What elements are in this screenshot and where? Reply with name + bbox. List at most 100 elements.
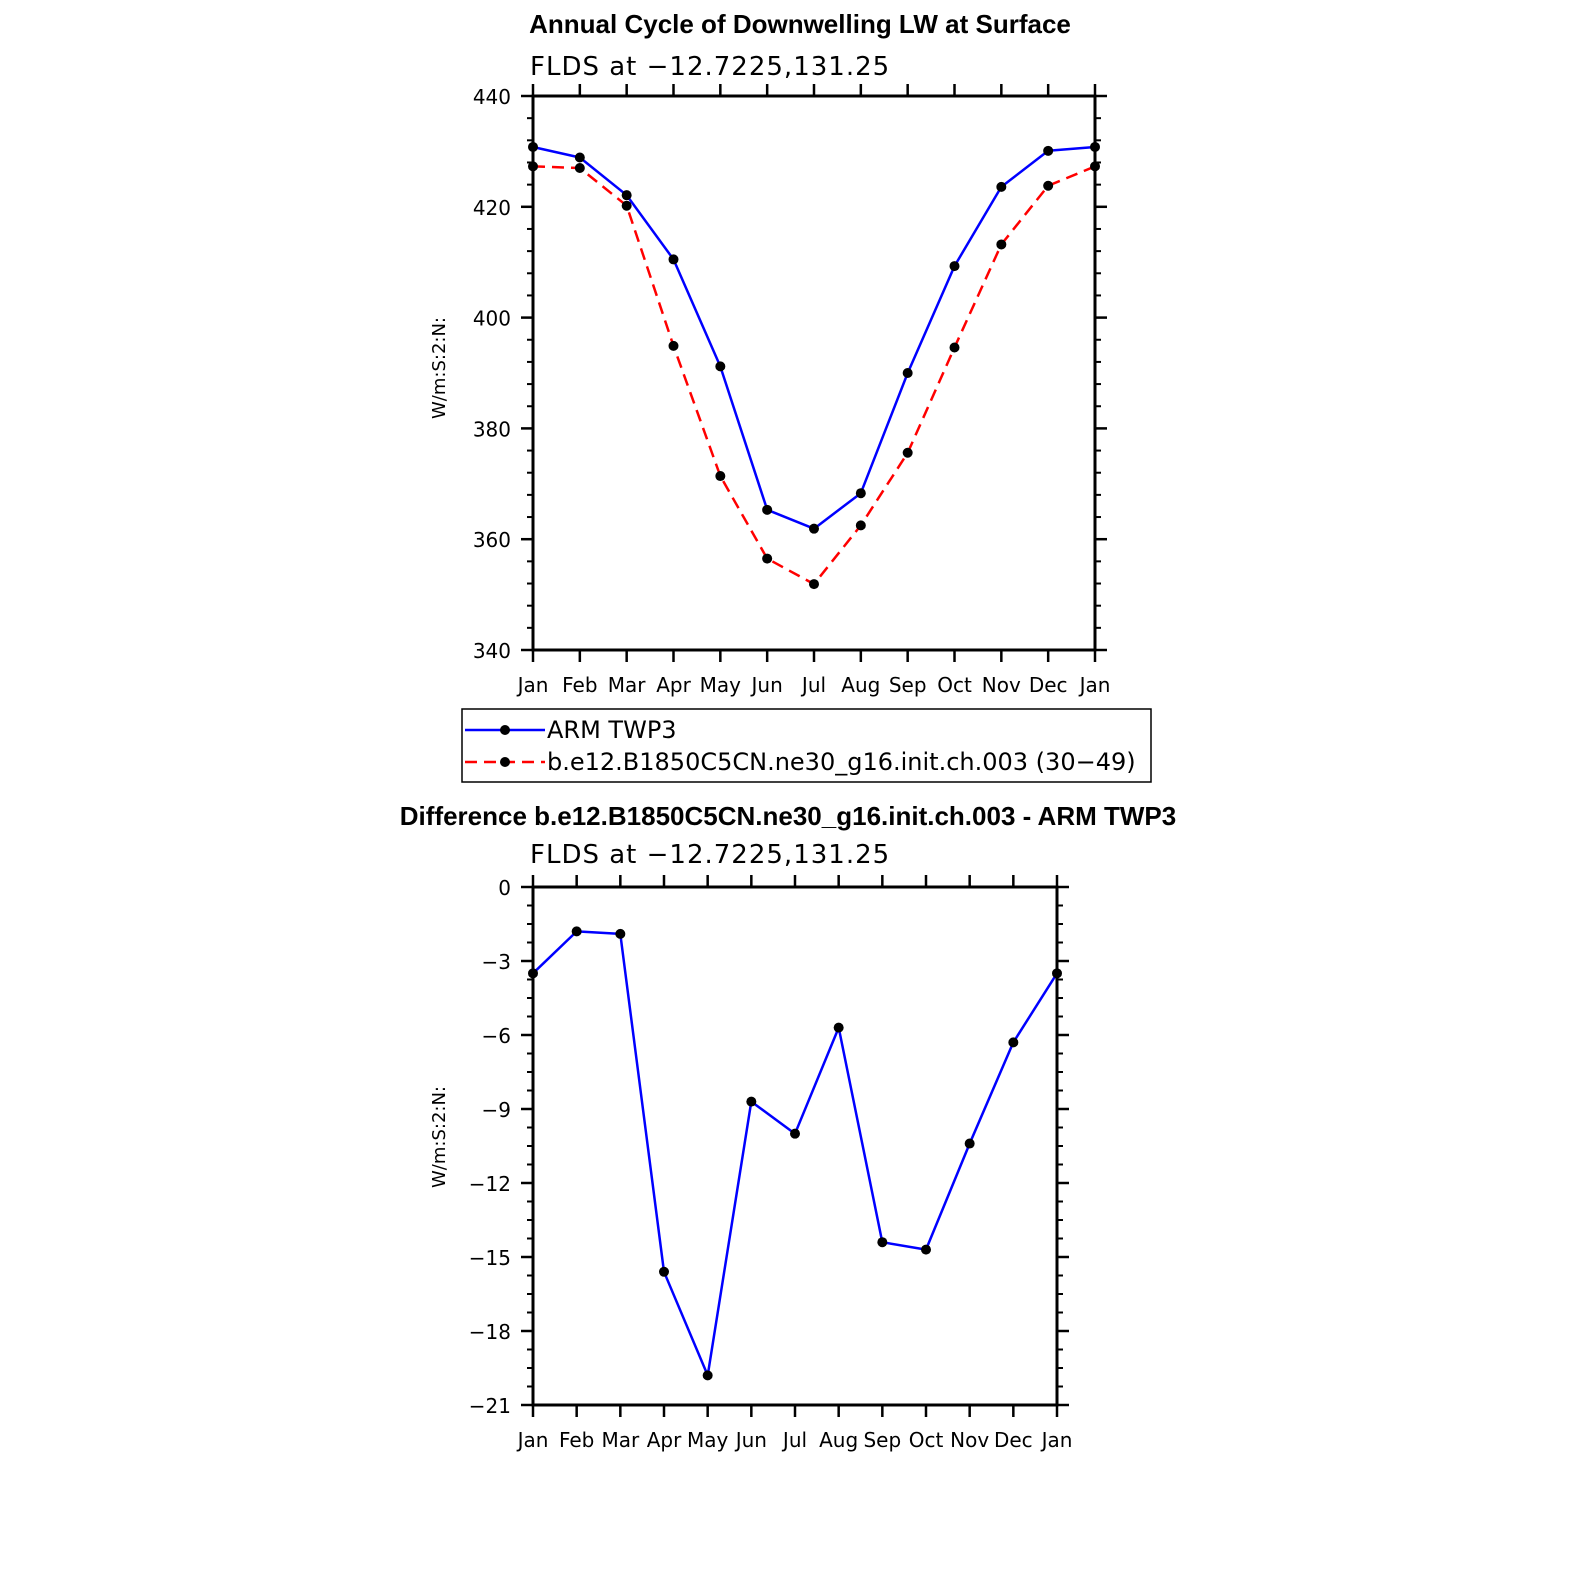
data-point-1 (668, 340, 679, 351)
plot-border (531, 885, 1059, 1407)
y-axis-label: W/m:S:2:N: (429, 1086, 450, 1188)
data-point-0 (921, 1244, 931, 1255)
data-point-0 (659, 1266, 669, 1277)
data-point-0 (1052, 968, 1062, 979)
x-tick-label: Sep (889, 673, 927, 697)
x-tick-label: Aug (841, 673, 880, 697)
data-point-0 (877, 1237, 888, 1248)
x-tick-label: Nov (982, 673, 1021, 697)
x-tick-label: Dec (1029, 673, 1068, 697)
y-tick-label: 360 (473, 528, 511, 552)
y-tick-label: −3 (482, 950, 511, 974)
y-tick-label: −18 (469, 1320, 511, 1344)
legend-label-model: b.e12.B1850C5CN.ne30_g16.init.ch.003 (30… (547, 748, 1136, 776)
series-group (528, 141, 1100, 590)
x-tick-label: Apr (647, 1428, 682, 1452)
y-axis-label: W/m:S:2:N: (429, 317, 450, 419)
data-point-0 (833, 1022, 844, 1033)
x-tick-labels: Jan Feb Mar Apr May Jun Jul Aug Sep Oct Nov Dec Jan (516, 673, 1111, 697)
data-point-1 (996, 239, 1007, 250)
data-point-0 (528, 968, 538, 979)
y-tick-label: 440 (473, 85, 511, 109)
x-tick-label: Feb (559, 1428, 594, 1452)
y-tick-label: −15 (469, 1246, 511, 1270)
y-tick-label: 380 (473, 417, 511, 441)
data-point-0 (809, 523, 819, 534)
data-point-1 (949, 342, 960, 353)
data-point-0 (571, 926, 582, 937)
axis-ticks (521, 84, 1107, 662)
data-point-0 (762, 504, 773, 515)
legend: ARM TWP3 b.e12.B1850C5CN.ne30_g16.init.c… (461, 708, 1152, 783)
plot-frame (531, 885, 1059, 1407)
data-point-0 (996, 181, 1007, 192)
y-tick-label: 340 (473, 639, 511, 663)
data-point-1 (528, 161, 538, 172)
x-tick-label: Dec (994, 1428, 1033, 1452)
x-tick-label: Mar (601, 1428, 640, 1452)
legend-box (461, 708, 1152, 783)
legend-marker-model (500, 757, 510, 767)
data-point-1 (762, 553, 773, 564)
x-tick-label: Jan (516, 673, 549, 697)
data-point-0 (1008, 1037, 1019, 1048)
x-tick-label: Jul (800, 673, 826, 697)
y-tick-label: 0 (498, 876, 511, 900)
data-point-0 (615, 928, 626, 939)
data-point-1 (621, 200, 632, 211)
legend-label-arm-twp3: ARM TWP3 (547, 716, 677, 744)
y-tick-label: 400 (473, 307, 511, 331)
data-point-0 (790, 1128, 800, 1139)
x-tick-label: Nov (950, 1428, 989, 1452)
data-point-0 (949, 261, 960, 272)
x-tick-label: Jun (734, 1428, 767, 1452)
series-group (528, 926, 1062, 1381)
data-point-0 (528, 141, 538, 152)
y-tick-label: −6 (482, 1024, 511, 1048)
x-tick-label: Oct (937, 673, 972, 697)
data-point-1 (1090, 161, 1100, 172)
x-tick-label: Feb (562, 673, 597, 697)
legend-marker-arm-twp3 (500, 725, 510, 735)
data-point-0 (574, 152, 585, 163)
y-tick-label: −12 (469, 1172, 511, 1196)
data-point-1 (809, 579, 819, 590)
chart-title: Annual Cycle of Downwelling LW at Surfac… (529, 9, 1071, 39)
x-tick-label: Jan (1078, 673, 1111, 697)
data-point-0 (746, 1096, 757, 1107)
data-point-1 (1043, 180, 1054, 191)
data-point-0 (902, 368, 913, 378)
data-point-1 (574, 163, 585, 174)
difference-chart: Difference b.e12.B1850C5CN.ne30_g16.init… (400, 801, 1176, 1452)
chart-subtitle: FLDS at −12.7225,131.25 (530, 52, 890, 82)
y-tick-labels: −21 −18 −15 −12 −9 −6 −3 0 (469, 876, 511, 1418)
series-line-0 (532, 145, 1096, 530)
data-point-0 (668, 254, 679, 265)
x-tick-label: Jul (781, 1428, 807, 1452)
x-tick-label: Jan (1040, 1428, 1073, 1452)
data-point-0 (715, 361, 726, 372)
data-point-0 (702, 1370, 713, 1381)
data-point-1 (715, 471, 726, 482)
x-tick-label: Aug (819, 1428, 858, 1452)
x-tick-label: Apr (656, 673, 691, 697)
x-tick-label: Sep (863, 1428, 901, 1452)
y-tick-label: −9 (482, 1098, 511, 1122)
y-tick-labels: 340 360 380 400 420 440 (473, 85, 511, 663)
y-tick-label: 420 (473, 196, 511, 220)
data-point-1 (855, 520, 866, 531)
x-tick-labels: Jan Feb Mar Apr May Jun Jul Aug Sep Oct Nov Dec Jan (516, 1428, 1073, 1452)
annual-cycle-chart: Annual Cycle of Downwelling LW at Surfac… (429, 9, 1110, 697)
chart-title: Difference b.e12.B1850C5CN.ne30_g16.init… (400, 801, 1176, 831)
data-point-1 (902, 447, 913, 458)
x-tick-label: Oct (909, 1428, 944, 1452)
series-line-1 (532, 165, 1096, 586)
x-tick-label: May (687, 1428, 729, 1452)
x-tick-label: Mar (608, 673, 647, 697)
x-tick-label: May (700, 673, 742, 697)
data-point-0 (1043, 145, 1054, 156)
series-line-0 (532, 930, 1059, 1377)
data-point-0 (855, 488, 866, 499)
y-tick-label: −21 (469, 1394, 511, 1418)
